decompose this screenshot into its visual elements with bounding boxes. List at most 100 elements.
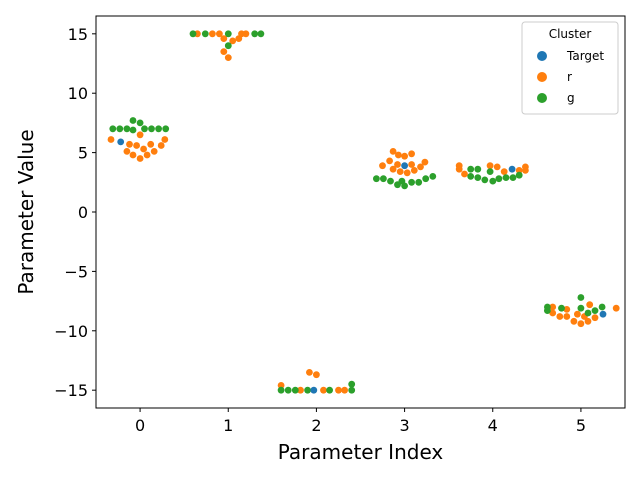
- point-r-21: [220, 48, 228, 55]
- point-target-3: [508, 165, 516, 173]
- point-r-47: [486, 162, 494, 170]
- point-r-63: [586, 301, 594, 309]
- legend-frame: [521, 21, 619, 115]
- x-tick-label-3: 3: [399, 416, 409, 435]
- point-g-47: [577, 294, 585, 301]
- x-tick-label-2: 2: [311, 416, 321, 435]
- point-r-11: [147, 140, 155, 148]
- point-r-54: [549, 309, 557, 317]
- point-r-12: [136, 131, 144, 139]
- point-g-50: [591, 307, 599, 314]
- point-r-65: [612, 304, 620, 312]
- point-g-9: [162, 125, 170, 133]
- point-r-40: [403, 169, 411, 177]
- point-r-17: [220, 35, 228, 42]
- point-g-40: [495, 175, 503, 183]
- legend-marker-target: [537, 51, 547, 61]
- x-tick-label-4: 4: [488, 416, 498, 435]
- point-r-33: [395, 151, 402, 159]
- point-g-49: [584, 309, 592, 317]
- point-g-12: [224, 30, 232, 38]
- point-r-3: [136, 155, 144, 162]
- point-g-8: [155, 125, 163, 133]
- point-r-23: [277, 382, 285, 389]
- point-g-43: [515, 171, 523, 179]
- point-r-22: [224, 54, 232, 61]
- point-g-7: [148, 125, 155, 133]
- x-tick-label-5: 5: [576, 416, 586, 435]
- point-r-52: [522, 167, 529, 174]
- point-g-37: [481, 176, 489, 184]
- point-r-8: [126, 140, 133, 148]
- point-g-20: [326, 386, 333, 394]
- point-g-31: [422, 175, 430, 183]
- point-g-16: [277, 386, 285, 394]
- point-r-26: [313, 371, 320, 379]
- point-r-7: [161, 136, 169, 143]
- point-r-38: [389, 165, 397, 173]
- legend-label-r: r: [567, 70, 572, 84]
- point-r-59: [574, 310, 581, 318]
- point-r-39: [396, 168, 404, 176]
- x-axis-label: Parameter Index: [278, 440, 444, 464]
- point-r-57: [563, 306, 571, 313]
- point-r-32: [389, 148, 397, 155]
- point-g-46: [558, 304, 565, 312]
- point-r-62: [584, 317, 592, 325]
- point-g-24: [380, 175, 387, 183]
- x-tick-label-0: 0: [135, 416, 145, 435]
- legend-label-target: Target: [566, 49, 604, 63]
- point-r-18: [229, 37, 237, 45]
- point-target-1: [310, 386, 318, 394]
- y-tick-label-10: 10: [68, 84, 88, 103]
- point-g-39: [489, 177, 497, 185]
- point-g-11: [201, 30, 209, 38]
- point-g-38: [486, 168, 494, 176]
- point-r-37: [394, 161, 401, 168]
- point-r-53: [549, 303, 557, 311]
- y-tick-label-5: 5: [78, 144, 88, 163]
- point-r-14: [209, 30, 216, 38]
- x-tick-label-1: 1: [223, 416, 233, 435]
- point-r-19: [235, 35, 243, 42]
- point-target-0: [117, 138, 125, 146]
- y-tick-label-0: 0: [78, 203, 88, 222]
- point-r-48: [493, 163, 501, 171]
- point-r-43: [421, 158, 429, 166]
- point-r-45: [455, 165, 463, 173]
- point-g-3: [129, 126, 137, 134]
- point-g-18: [291, 386, 299, 394]
- point-r-56: [563, 313, 571, 320]
- legend-title: Cluster: [549, 27, 592, 41]
- point-r-24: [297, 386, 304, 394]
- point-r-34: [401, 152, 408, 160]
- point-r-60: [577, 320, 585, 328]
- point-g-1: [116, 125, 124, 133]
- point-g-34: [467, 173, 475, 180]
- point-g-5: [136, 119, 144, 127]
- point-r-36: [408, 161, 415, 168]
- point-g-51: [598, 303, 606, 311]
- point-g-17: [284, 386, 292, 394]
- point-r-10: [140, 145, 148, 153]
- point-r-29: [341, 386, 348, 394]
- points-layer: [107, 30, 620, 394]
- point-r-49: [500, 168, 508, 176]
- point-r-6: [157, 142, 165, 149]
- point-g-2: [123, 125, 131, 133]
- point-g-23: [373, 175, 380, 183]
- point-r-27: [320, 386, 327, 394]
- legend-label-g: g: [567, 91, 575, 105]
- y-ticks: −15 −10 −5 0 5 10 15: [54, 25, 96, 400]
- point-r-1: [123, 148, 131, 155]
- point-r-0: [107, 136, 115, 143]
- point-r-25: [306, 369, 313, 376]
- point-g-19: [304, 386, 311, 394]
- y-tick-label--15: −15: [54, 381, 88, 400]
- point-target-2: [401, 162, 408, 170]
- point-g-36: [474, 174, 482, 182]
- point-g-25: [387, 177, 394, 185]
- legend-marker-g: [537, 93, 547, 103]
- point-g-22: [348, 380, 356, 388]
- point-r-28: [335, 386, 342, 394]
